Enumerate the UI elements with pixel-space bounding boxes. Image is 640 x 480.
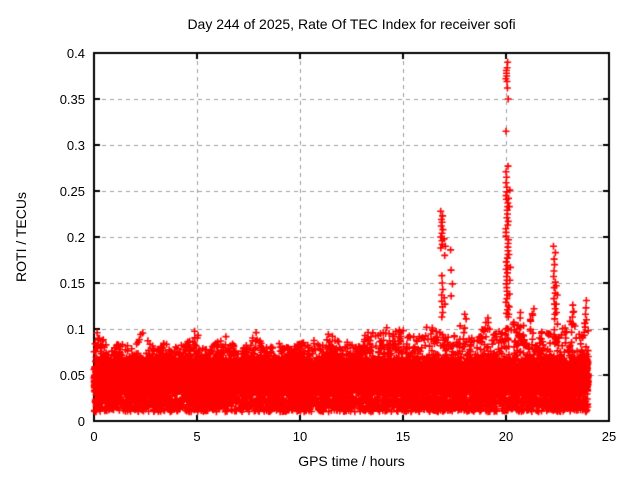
y-tick-label: 0.05	[59, 367, 85, 383]
y-tick-label: 0.4	[66, 45, 85, 61]
y-tick-label: 0.35	[59, 91, 85, 107]
y-tick-label: 0.3	[66, 137, 85, 153]
x-tick-label: 10	[292, 429, 308, 444]
x-tick-label: 25	[601, 429, 617, 444]
x-tick-label: 5	[193, 429, 201, 444]
chart-title: Day 244 of 2025, Rate Of TEC Index for r…	[187, 16, 516, 32]
y-tick-label: 0.1	[66, 321, 85, 337]
x-tick-label: 20	[498, 429, 514, 444]
y-tick-label: 0	[77, 413, 85, 429]
x-tick-label: 0	[90, 429, 98, 444]
x-tick-label: 15	[395, 429, 411, 444]
y-tick-label: 0.2	[66, 229, 85, 245]
y-tick-label: 0.25	[59, 183, 85, 199]
x-axis-label: GPS time / hours	[298, 453, 405, 469]
y-tick-label: 0.15	[59, 275, 85, 291]
